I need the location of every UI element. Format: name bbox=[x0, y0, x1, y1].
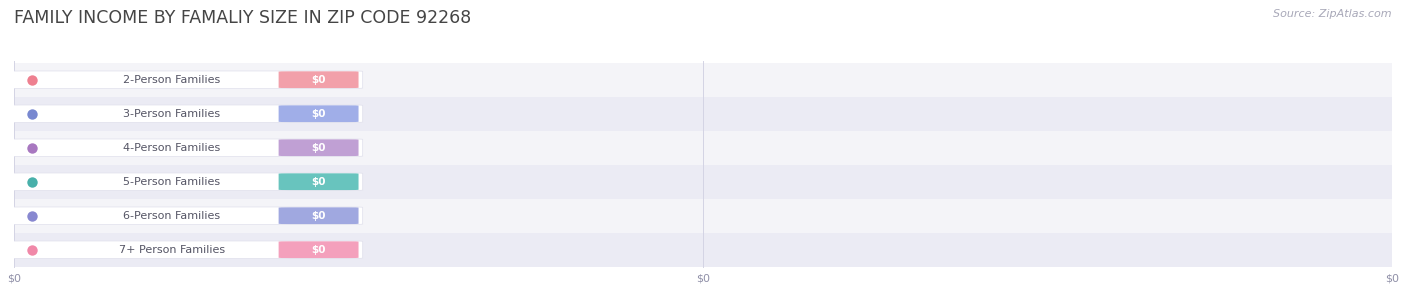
Bar bbox=[14, 97, 1392, 131]
FancyBboxPatch shape bbox=[278, 71, 359, 88]
Text: 4-Person Families: 4-Person Families bbox=[124, 143, 221, 153]
FancyBboxPatch shape bbox=[10, 173, 363, 190]
FancyBboxPatch shape bbox=[10, 105, 363, 122]
Text: $0: $0 bbox=[311, 211, 326, 221]
Text: Source: ZipAtlas.com: Source: ZipAtlas.com bbox=[1274, 9, 1392, 19]
Bar bbox=[14, 199, 1392, 233]
Bar bbox=[14, 63, 1392, 97]
FancyBboxPatch shape bbox=[10, 139, 363, 156]
Text: $0: $0 bbox=[311, 109, 326, 119]
Bar bbox=[14, 233, 1392, 267]
Text: $0: $0 bbox=[311, 75, 326, 85]
FancyBboxPatch shape bbox=[278, 105, 359, 122]
Text: $0: $0 bbox=[311, 143, 326, 153]
Text: 3-Person Families: 3-Person Families bbox=[124, 109, 221, 119]
Text: $0: $0 bbox=[311, 245, 326, 255]
FancyBboxPatch shape bbox=[278, 207, 359, 224]
Text: $0: $0 bbox=[311, 177, 326, 187]
FancyBboxPatch shape bbox=[10, 241, 363, 258]
Text: 5-Person Families: 5-Person Families bbox=[124, 177, 221, 187]
Text: 2-Person Families: 2-Person Families bbox=[124, 75, 221, 85]
FancyBboxPatch shape bbox=[278, 139, 359, 156]
FancyBboxPatch shape bbox=[278, 173, 359, 190]
FancyBboxPatch shape bbox=[10, 207, 363, 224]
Text: FAMILY INCOME BY FAMALIY SIZE IN ZIP CODE 92268: FAMILY INCOME BY FAMALIY SIZE IN ZIP COD… bbox=[14, 9, 471, 27]
FancyBboxPatch shape bbox=[10, 71, 363, 88]
Text: 6-Person Families: 6-Person Families bbox=[124, 211, 221, 221]
Bar bbox=[14, 131, 1392, 165]
FancyBboxPatch shape bbox=[278, 241, 359, 258]
Text: 7+ Person Families: 7+ Person Families bbox=[118, 245, 225, 255]
Bar bbox=[14, 165, 1392, 199]
